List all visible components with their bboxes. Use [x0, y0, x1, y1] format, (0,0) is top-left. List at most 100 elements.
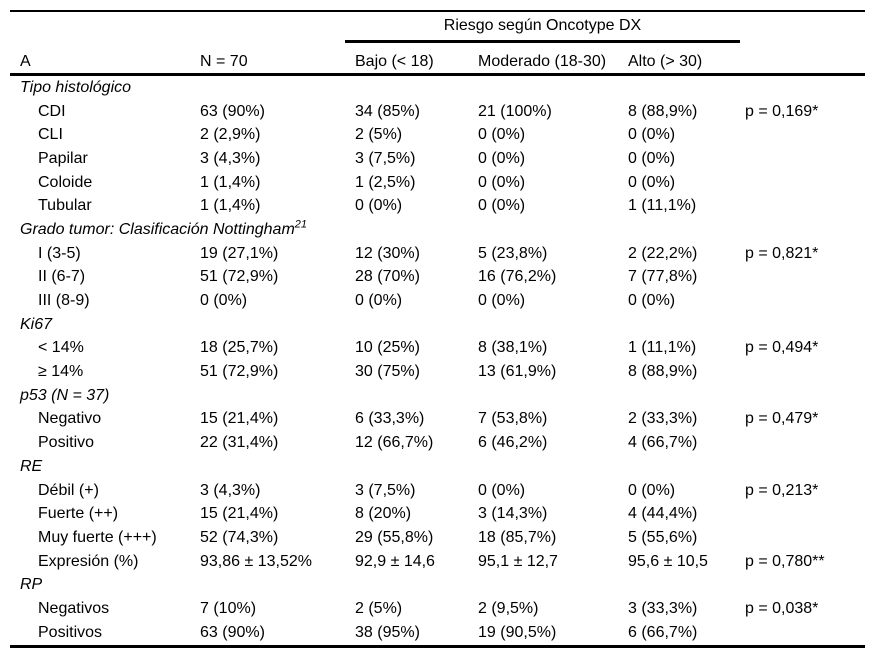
value-cell: 3 (7,5%)	[355, 149, 416, 167]
value-cell: 0 (0%)	[628, 173, 676, 191]
row-label: Tubular	[38, 197, 92, 215]
p-value-cell: p = 0,479*	[745, 410, 819, 428]
row-label: Fuerte (++)	[38, 505, 119, 523]
table-row: Muy fuerte (+++) 52 (74,3%) 29 (55,8%) 18 (…	[10, 526, 865, 550]
value-cell: 0 (0%)	[628, 292, 676, 310]
value-cell: 3 (4,3%)	[200, 149, 261, 167]
section-label: Ki67	[20, 315, 53, 333]
section-row: RP	[10, 573, 865, 597]
column-header-moderado: Moderado (18-30)	[478, 53, 607, 70]
table-row: Tubular 1 (1,4%) 0 (0%) 0 (0%) 1 (11,1%)	[10, 194, 865, 218]
table-row: Expresión (%) 93,86 ± 13,52% 92,9 ± 14,6 95…	[10, 550, 865, 574]
table-row: Fuerte (++) 15 (21,4%) 8 (20%) 3 (14,3%) 4 (…	[10, 502, 865, 526]
table-row: II (6-7) 51 (72,9%) 28 (70%) 16 (76,2%) 7 (7…	[10, 266, 865, 290]
value-cell: 52 (74,3%)	[200, 528, 279, 546]
value-cell: 63 (90%)	[200, 623, 265, 641]
value-cell: 13 (61,9%)	[478, 363, 557, 381]
section-row: p53 (N = 37)	[10, 384, 865, 408]
value-cell: 18 (85,7%)	[478, 528, 557, 546]
value-cell: 22 (31,4%)	[200, 434, 279, 452]
table-row: Coloide 1 (1,4%) 1 (2,5%) 0 (0%) 0 (0%)	[10, 171, 865, 195]
value-cell: 16 (76,2%)	[478, 268, 557, 286]
section-row: Tipo histológico	[10, 76, 865, 100]
section-label: Grado tumor: Clasificación Nottingham21	[20, 218, 308, 238]
value-cell: 1 (11,1%)	[628, 197, 697, 215]
row-label: Expresión (%)	[38, 552, 139, 570]
value-cell: 28 (70%)	[355, 268, 420, 286]
row-label: Negativo	[38, 410, 102, 428]
value-cell: 0 (0%)	[200, 292, 248, 310]
value-cell: 0 (0%)	[628, 149, 676, 167]
value-cell: 7 (10%)	[200, 599, 257, 617]
value-cell: 7 (77,8%)	[628, 268, 698, 286]
section-label: RE	[20, 457, 43, 475]
table-row: III (8-9) 0 (0%) 0 (0%) 0 (0%) 0 (0%)	[10, 289, 865, 313]
row-label: Positivo	[38, 434, 95, 452]
value-cell: 0 (0%)	[478, 197, 526, 215]
row-label: Negativos	[38, 599, 110, 617]
section-label: Tipo histológico	[20, 78, 132, 96]
row-label: Coloide	[38, 173, 93, 191]
value-cell: 6 (33,3%)	[355, 410, 425, 428]
value-cell: 7 (53,8%)	[478, 410, 548, 428]
table-row: Positivos 63 (90%) 38 (95%) 19 (90,5%) 6 (66…	[10, 621, 865, 645]
value-cell: 3 (4,3%)	[200, 481, 261, 499]
value-cell: 95,6 ± 10,5	[628, 552, 708, 570]
table-row: Débil (+) 3 (4,3%) 3 (7,5%) 0 (0%) 0 (0%) p =…	[10, 479, 865, 503]
row-label: Débil (+)	[38, 481, 99, 499]
value-cell: 19 (90,5%)	[478, 623, 557, 641]
section-label: p53 (N = 37)	[20, 386, 110, 404]
value-cell: 0 (0%)	[355, 292, 403, 310]
section-reference-superscript: 21	[294, 218, 308, 231]
value-cell: 92,9 ± 14,6	[355, 552, 435, 570]
top-rule	[10, 10, 865, 12]
row-label: ≥ 14%	[38, 363, 84, 381]
column-header-bajo: Bajo (< 18)	[355, 53, 434, 70]
value-cell: 12 (66,7%)	[355, 434, 434, 452]
value-cell: 5 (23,8%)	[478, 244, 548, 262]
table-row: Papilar 3 (4,3%) 3 (7,5%) 0 (0%) 0 (0%)	[10, 147, 865, 171]
value-cell: 8 (88,9%)	[628, 102, 698, 120]
column-header-n: N = 70	[200, 53, 248, 70]
value-cell: 95,1 ± 12,7	[478, 552, 558, 570]
value-cell: 2 (5%)	[355, 126, 403, 144]
value-cell: 18 (25,7%)	[200, 339, 279, 357]
value-cell: 38 (95%)	[355, 623, 420, 641]
value-cell: 1 (1,4%)	[200, 173, 261, 191]
row-label: I (3-5)	[38, 244, 81, 262]
row-label: < 14%	[38, 339, 84, 357]
value-cell: 0 (0%)	[478, 149, 526, 167]
value-cell: 8 (88,9%)	[628, 363, 698, 381]
table-row: < 14% 18 (25,7%) 10 (25%) 8 (38,1%) 1 (11,1%…	[10, 337, 865, 361]
column-header-a: A	[20, 53, 31, 70]
value-cell: 1 (11,1%)	[628, 339, 697, 357]
value-cell: 0 (0%)	[355, 197, 403, 215]
column-header-row: A N = 70 Bajo (< 18) Moderado (18-30) Al…	[10, 43, 865, 76]
value-cell: 15 (21,4%)	[200, 505, 279, 523]
value-cell: 8 (20%)	[355, 505, 412, 523]
value-cell: 3 (7,5%)	[355, 481, 416, 499]
row-label: III (8-9)	[38, 292, 90, 310]
value-cell: 4 (66,7%)	[628, 434, 698, 452]
value-cell: 5 (55,6%)	[628, 528, 698, 546]
value-cell: 2 (33,3%)	[628, 410, 698, 428]
value-cell: 15 (21,4%)	[200, 410, 279, 428]
value-cell: 8 (38,1%)	[478, 339, 548, 357]
value-cell: 3 (33,3%)	[628, 599, 698, 617]
value-cell: 93,86 ± 13,52%	[200, 552, 312, 570]
row-label: CDI	[38, 102, 66, 120]
value-cell: 0 (0%)	[478, 292, 526, 310]
column-header-alto: Alto (> 30)	[628, 53, 703, 70]
value-cell: 2 (9,5%)	[478, 599, 539, 617]
value-cell: 6 (66,7%)	[628, 623, 698, 641]
value-cell: 30 (75%)	[355, 363, 420, 381]
table-row: ≥ 14% 51 (72,9%) 30 (75%) 13 (61,9%) 8 (88,9…	[10, 360, 865, 384]
row-label: Papilar	[38, 149, 88, 167]
table-row: CDI 63 (90%) 34 (85%) 21 (100%) 8 (88,9%) p =…	[10, 100, 865, 124]
p-value-cell: p = 0,169*	[745, 102, 819, 120]
table-body: Tipo histológico CDI 63 (90%) 34 (85%) 21 (1…	[10, 76, 865, 645]
table-row: I (3-5) 19 (27,1%) 12 (30%) 5 (23,8%) 2 (22,…	[10, 242, 865, 266]
p-value-cell: p = 0,494*	[745, 339, 819, 357]
bottom-rule	[10, 644, 865, 648]
